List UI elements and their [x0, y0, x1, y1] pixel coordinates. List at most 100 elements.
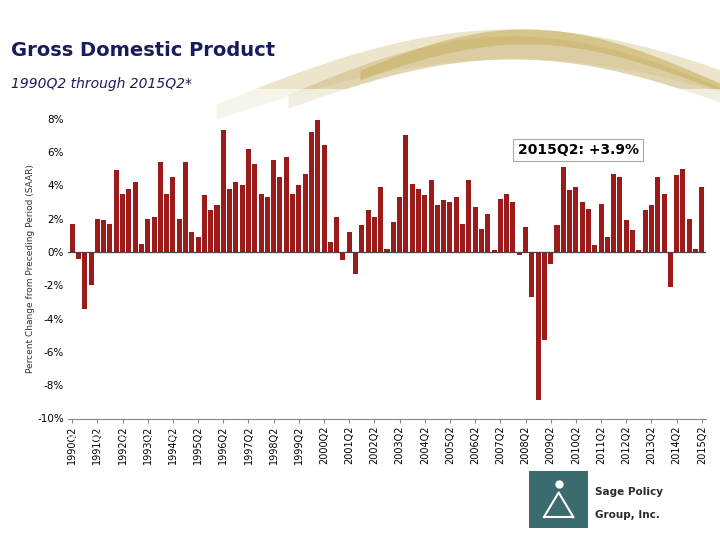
Bar	[196, 237, 201, 252]
Bar	[202, 195, 207, 252]
Bar	[302, 174, 307, 252]
Bar	[605, 237, 610, 252]
Bar	[227, 189, 232, 252]
Bar	[460, 224, 465, 252]
Bar	[132, 182, 138, 252]
Bar	[441, 200, 446, 252]
Bar	[580, 202, 585, 252]
Bar	[492, 251, 497, 252]
Bar	[472, 207, 477, 252]
Bar	[403, 136, 408, 252]
Text: Sage Policy: Sage Policy	[595, 487, 663, 497]
Bar	[624, 220, 629, 252]
Bar	[586, 208, 591, 252]
Bar	[315, 120, 320, 252]
Bar	[341, 252, 346, 260]
Bar	[542, 252, 547, 340]
Bar	[687, 219, 692, 252]
Bar	[416, 189, 421, 252]
Bar	[215, 205, 220, 252]
Bar	[176, 219, 181, 252]
Bar	[517, 252, 522, 255]
Bar	[447, 202, 452, 252]
Bar	[271, 160, 276, 252]
Bar	[422, 195, 427, 252]
Bar	[359, 225, 364, 252]
Bar	[258, 194, 264, 252]
Bar	[183, 162, 188, 252]
Bar	[322, 145, 327, 252]
Bar	[391, 222, 396, 252]
Bar	[536, 252, 541, 400]
Bar	[82, 252, 87, 308]
Bar	[378, 187, 383, 252]
Text: Source: Bureau of Economic Analysis: Source: Bureau of Economic Analysis	[7, 432, 189, 442]
Text: 2015Q2: +3.9%: 2015Q2: +3.9%	[518, 143, 639, 157]
Bar	[636, 251, 642, 252]
Bar	[95, 219, 100, 252]
Bar	[498, 199, 503, 252]
Bar	[529, 252, 534, 297]
Bar	[70, 224, 75, 252]
Bar	[334, 217, 339, 252]
Bar	[699, 187, 704, 252]
Bar	[366, 211, 371, 252]
Bar	[240, 185, 245, 252]
Bar	[114, 171, 119, 252]
Bar	[662, 194, 667, 252]
Bar	[89, 252, 94, 285]
Bar	[523, 227, 528, 252]
Bar	[611, 174, 616, 252]
Bar	[120, 194, 125, 252]
Bar	[510, 202, 516, 252]
Bar	[189, 232, 194, 252]
Bar	[347, 232, 352, 252]
Text: 1990Q2 through 2015Q2*: 1990Q2 through 2015Q2*	[11, 77, 192, 91]
Bar	[384, 248, 390, 252]
Bar	[277, 177, 282, 252]
Bar	[529, 471, 588, 528]
Bar	[101, 220, 106, 252]
Bar	[643, 211, 648, 252]
Bar	[598, 204, 603, 252]
Bar	[164, 194, 169, 252]
Bar	[252, 164, 257, 252]
Bar	[630, 231, 635, 252]
Bar	[567, 191, 572, 252]
Y-axis label: Percent Change from Preceding Period (SAAR): Percent Change from Preceding Period (SA…	[26, 164, 35, 373]
Bar	[107, 224, 112, 252]
Bar	[554, 225, 559, 252]
Bar	[485, 214, 490, 252]
Bar	[328, 242, 333, 252]
Bar	[410, 184, 415, 252]
Bar	[208, 211, 213, 252]
Bar	[428, 180, 433, 252]
Bar	[504, 194, 509, 252]
Bar	[593, 245, 598, 252]
Bar	[454, 197, 459, 252]
Bar	[479, 229, 484, 252]
Bar	[397, 197, 402, 252]
Bar	[372, 217, 377, 252]
Bar	[233, 182, 238, 252]
Bar	[353, 252, 358, 274]
Bar	[151, 217, 156, 252]
Bar	[284, 157, 289, 252]
Text: Gross Domestic Product: Gross Domestic Product	[11, 41, 275, 60]
Bar	[126, 189, 131, 252]
Bar	[668, 252, 673, 287]
Bar	[246, 148, 251, 252]
Bar	[680, 168, 685, 252]
Bar	[435, 205, 440, 252]
Bar	[265, 197, 270, 252]
Bar	[693, 248, 698, 252]
Bar	[76, 252, 81, 259]
Bar	[309, 132, 314, 252]
Bar	[221, 131, 226, 252]
Bar	[297, 185, 302, 252]
Bar	[158, 162, 163, 252]
Bar	[139, 244, 144, 252]
Bar	[649, 205, 654, 252]
Bar	[655, 177, 660, 252]
Bar	[548, 252, 553, 264]
